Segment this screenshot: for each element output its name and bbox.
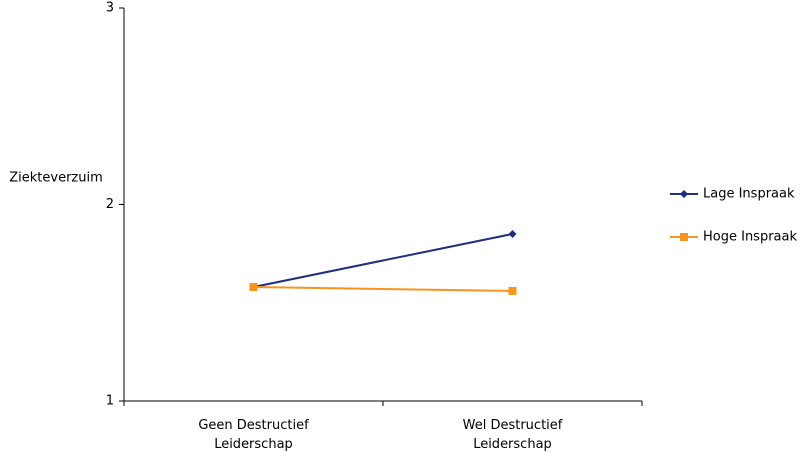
y-tick-label: 1 [106, 394, 114, 409]
marker [508, 286, 517, 295]
x-tick-label: Wel Destructief Leiderschap [462, 418, 563, 452]
legend-label: Lage Inspraak [703, 187, 795, 202]
series-line [253, 286, 513, 292]
x-tick-label: Geen Destructief Leiderschap [198, 418, 309, 452]
marker [680, 190, 688, 198]
marker [680, 233, 688, 241]
marker [249, 283, 258, 292]
y-tick-label: 3 [106, 1, 114, 16]
series-line [253, 232, 513, 289]
y-axis-label: Ziekteverzuim [9, 171, 103, 186]
marker [508, 229, 517, 238]
legend-label: Hoge Inspraak [703, 230, 797, 245]
y-tick-label: 2 [106, 197, 114, 212]
